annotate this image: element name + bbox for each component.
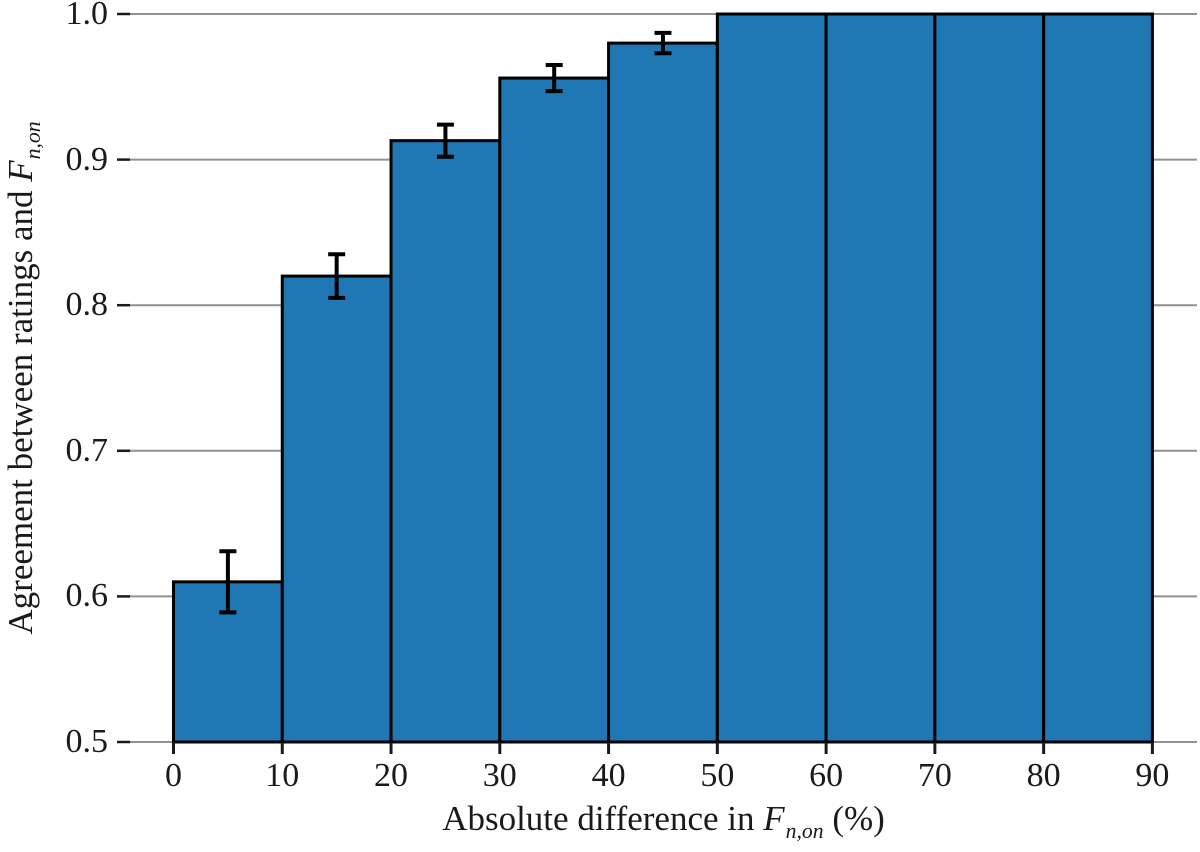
- x-axis-label-text: Absolute difference in: [442, 799, 764, 838]
- bar: [715, 12, 828, 744]
- x-tick-label: 40: [591, 757, 626, 794]
- x-tick-label: 30: [482, 757, 517, 794]
- y-tick-label: 0.9: [65, 140, 109, 178]
- bar: [1042, 12, 1154, 744]
- x-axis-label-suffix: (%): [823, 799, 885, 838]
- y-tick-label: 0.5: [65, 723, 109, 760]
- x-tick-label: 60: [809, 757, 844, 794]
- bar: [498, 76, 611, 744]
- y-axis-label-math: F: [1, 160, 41, 182]
- y-tick-label: 0.7: [65, 431, 109, 469]
- x-tick-label: 90: [1135, 757, 1170, 794]
- x-tick-label: 70: [917, 757, 952, 794]
- x-axis-label-math: F: [763, 799, 785, 838]
- x-axis-label-subscript: n,on: [785, 818, 824, 843]
- y-tick-label: 0.8: [65, 286, 109, 324]
- bar: [933, 12, 1046, 744]
- bar: [389, 139, 502, 744]
- x-axis-label: Absolute difference in Fn,on (%): [130, 798, 1197, 852]
- x-tick-label: 80: [1026, 757, 1061, 794]
- bar: [607, 41, 719, 744]
- bar: [824, 12, 937, 744]
- x-tick-label: 0: [165, 757, 182, 794]
- x-tick-label: 10: [265, 757, 300, 794]
- y-axis-label-subscript: n,on: [20, 121, 45, 160]
- x-tick-label: 50: [700, 757, 735, 794]
- y-tick-label: 0.6: [65, 577, 109, 615]
- bar: [280, 274, 393, 744]
- y-tick-label: 1.0: [65, 0, 109, 32]
- y-axis-label: Agreement between ratings and Fn,on: [0, 121, 54, 634]
- y-axis-label-text: Agreement between ratings and: [1, 181, 41, 635]
- x-tick-label: 20: [374, 757, 409, 794]
